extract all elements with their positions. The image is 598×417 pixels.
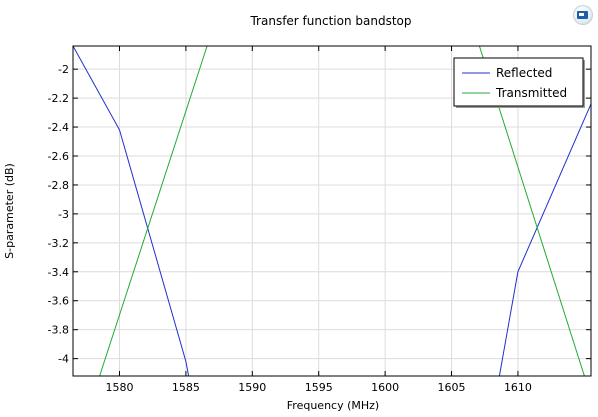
x-tick-label: 1590	[238, 381, 266, 394]
x-tick-label: 1610	[504, 381, 532, 394]
y-tick-label: -3	[58, 208, 69, 221]
y-axis-label: S-parameter (dB)	[3, 163, 16, 259]
chart-title: Transfer function bandstop	[249, 14, 411, 28]
y-tick-label: -3.8	[48, 324, 69, 337]
y-tick-label: -3.4	[48, 266, 69, 279]
series-line-reflected-1	[498, 103, 591, 376]
legend: Reflected Transmitted	[453, 57, 585, 108]
ticks: 1580 1585 1590 1595 1600 1605 1610 -2 -2.2 -2.4 -2…	[48, 46, 591, 394]
series-line-transmitted-2	[99, 46, 208, 376]
y-tick-label: -3.2	[48, 237, 69, 250]
image-glyph-icon	[577, 11, 588, 19]
legend-label: Reflected	[496, 66, 552, 80]
series-line-reflected-0	[73, 46, 190, 376]
y-tick-label: -2.8	[48, 179, 69, 192]
y-tick-label: -4	[58, 353, 69, 366]
legend-label: Transmitted	[495, 86, 567, 100]
plot-frame	[72, 45, 592, 377]
legend-box	[453, 57, 584, 107]
y-tick-label: -2	[58, 63, 69, 76]
x-tick-label: 1605	[438, 381, 466, 394]
x-tick-label: 1580	[105, 381, 133, 394]
y-tick-label: -2.2	[48, 92, 69, 105]
y-tick-label: -3.6	[48, 295, 69, 308]
x-tick-label: 1595	[305, 381, 333, 394]
y-tick-label: -2.4	[48, 121, 69, 134]
screenshot-icon[interactable]	[573, 5, 593, 25]
x-tick-label: 1600	[371, 381, 399, 394]
y-tick-label: -2.6	[48, 150, 69, 163]
x-tick-label: 1585	[172, 381, 200, 394]
x-axis-label: Frequency (MHz)	[287, 399, 379, 412]
